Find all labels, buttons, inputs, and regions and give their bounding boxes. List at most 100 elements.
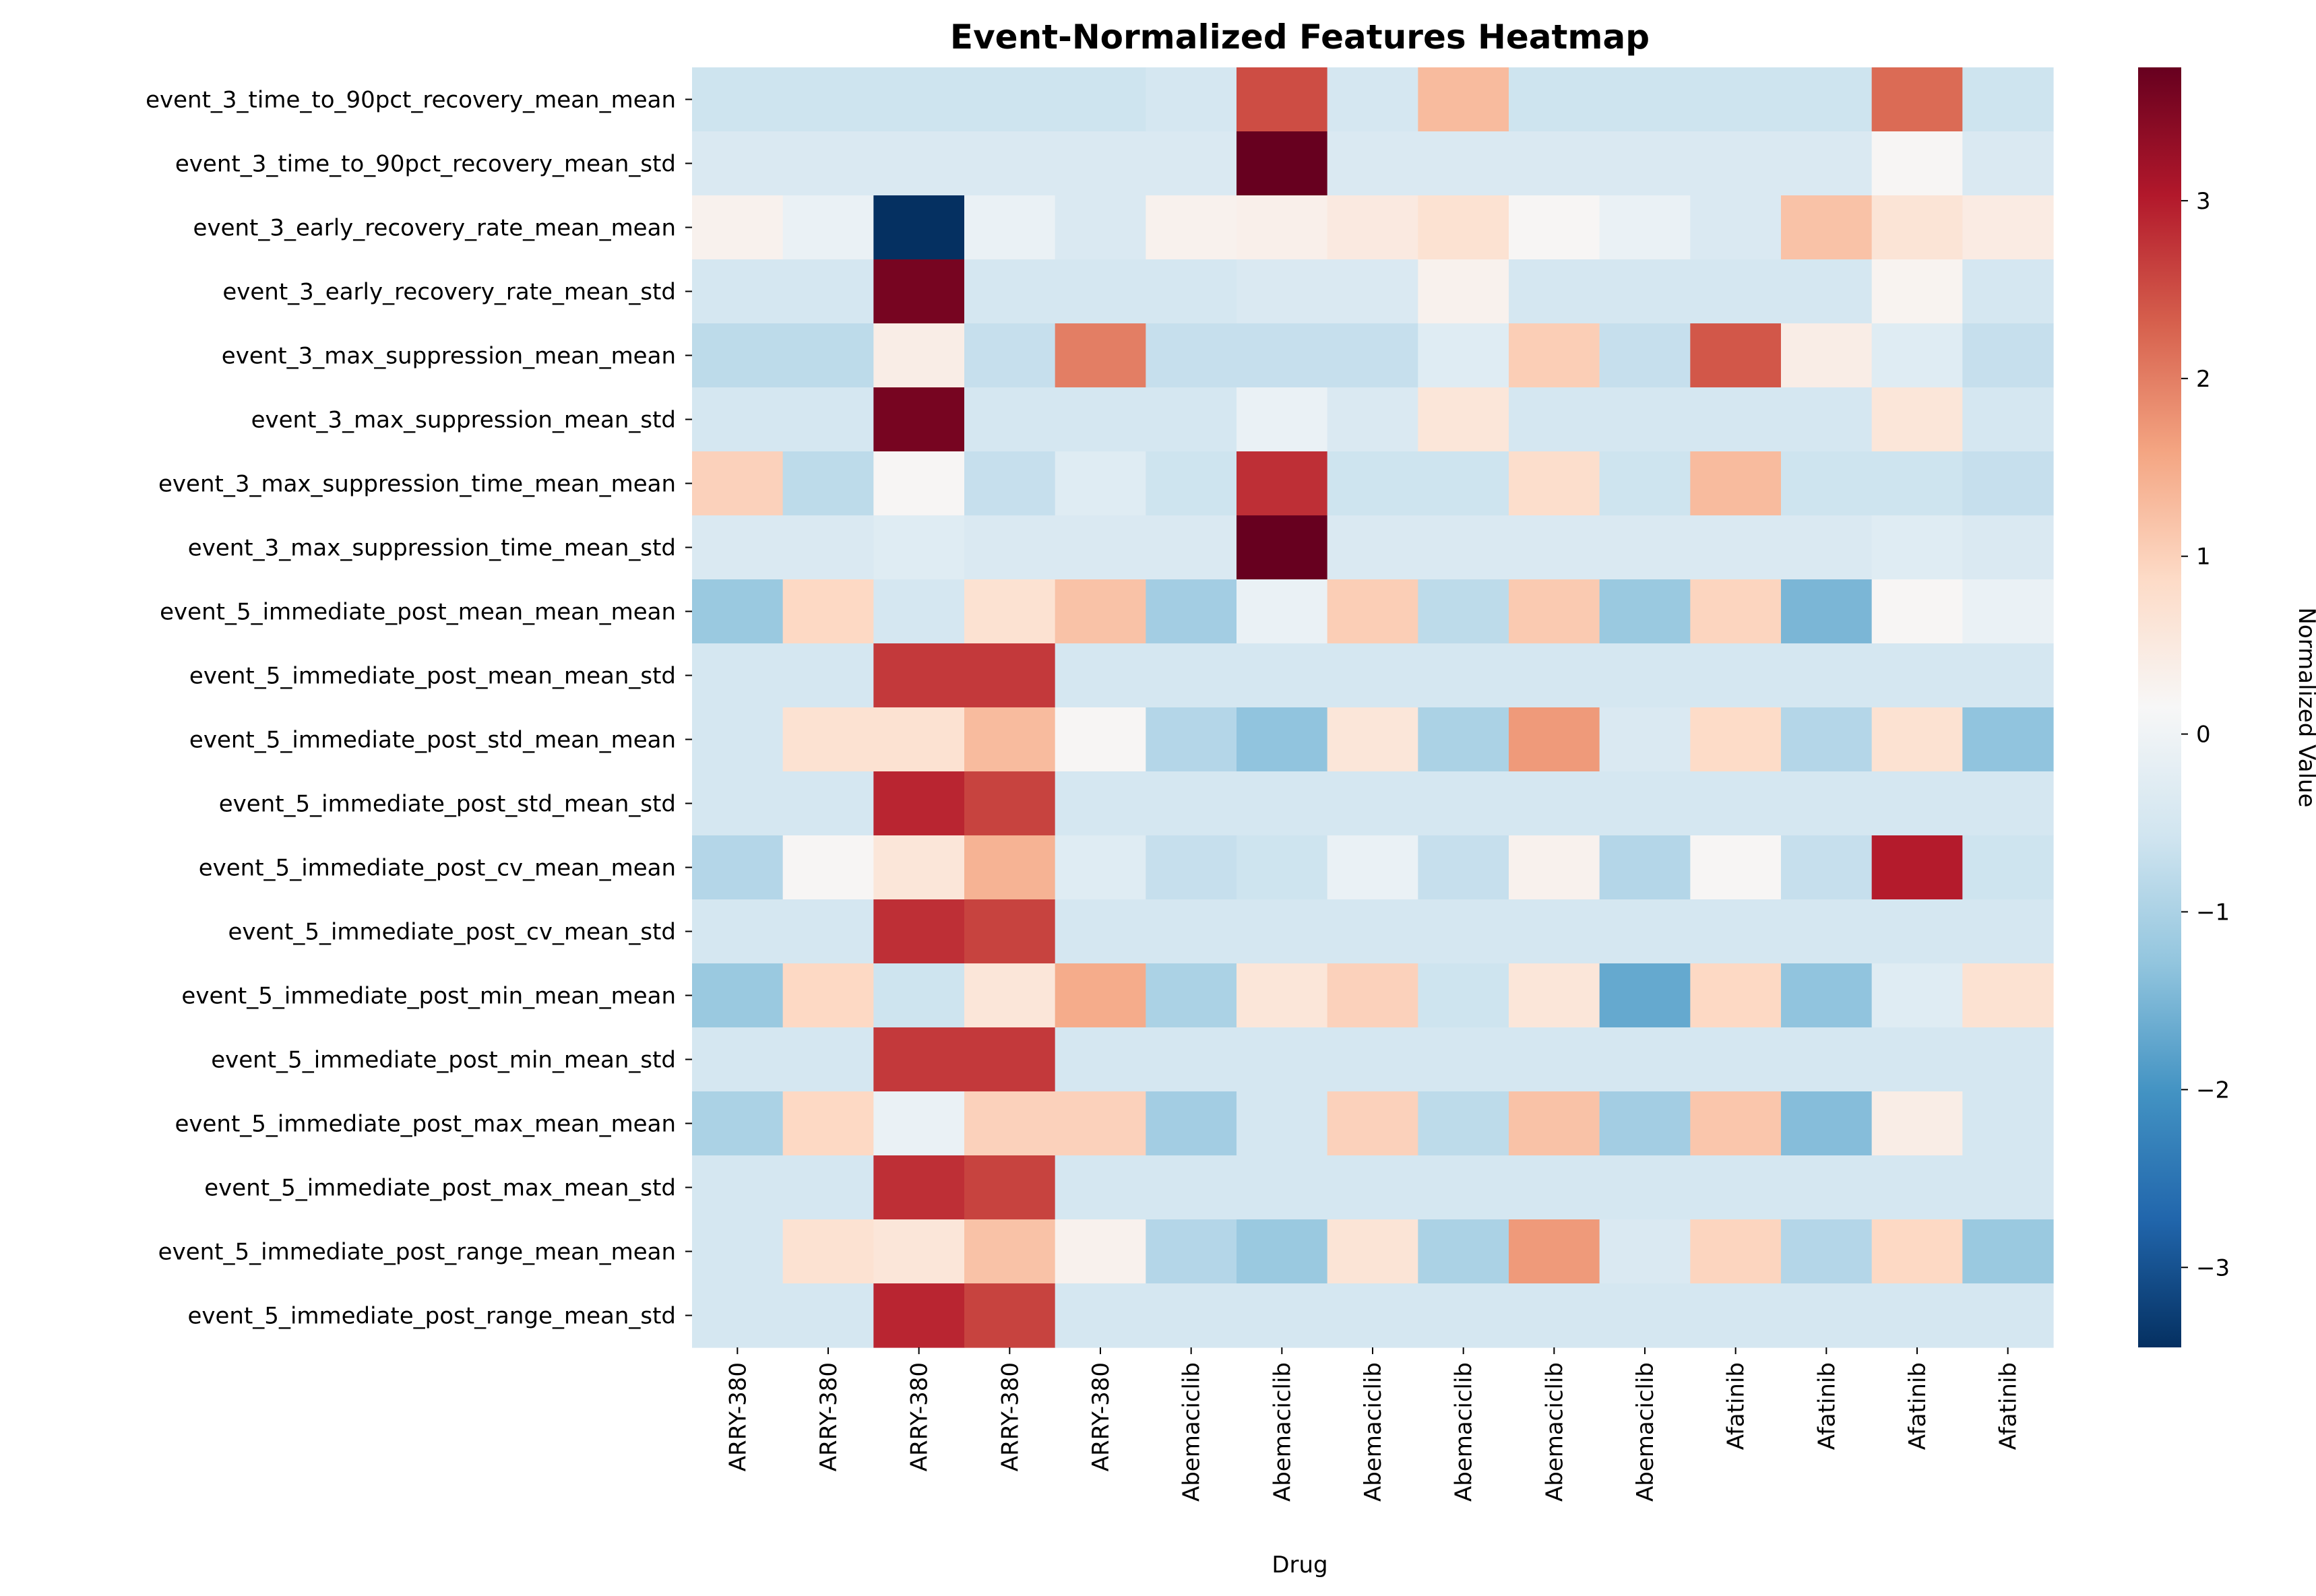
heatmap-cell (1962, 67, 2054, 132)
heatmap-cell (1781, 1283, 1873, 1348)
heatmap-cell (1781, 131, 1873, 196)
heatmap-cell (964, 387, 1056, 452)
colorbar-tick-label: 1 (2196, 544, 2211, 571)
heatmap-cell (873, 1155, 965, 1220)
heatmap-cell (1237, 771, 1328, 836)
heatmap-cell (1327, 451, 1418, 516)
heatmap-cell (1055, 1155, 1146, 1220)
heatmap-cell (1146, 1155, 1237, 1220)
heatmap-cell (964, 195, 1056, 260)
heatmap-cell (1327, 707, 1418, 772)
heatmap-cell (1327, 835, 1418, 900)
heatmap-cell (1690, 963, 1782, 1028)
heatmap-cell (964, 323, 1056, 388)
heatmap-cell (1690, 515, 1782, 580)
heatmap-cell (1055, 835, 1146, 900)
heatmap-cell (1055, 899, 1146, 964)
heatmap-cell (1146, 899, 1237, 964)
heatmap-cell (1146, 643, 1237, 708)
heatmap-cell (1690, 131, 1782, 196)
heatmap-cell (1781, 195, 1873, 260)
heatmap-cell (692, 771, 784, 836)
heatmap-cell (1509, 771, 1600, 836)
heatmap-cell (1690, 451, 1782, 516)
heatmap-cell (782, 1155, 874, 1220)
heatmap-cell (1327, 515, 1418, 580)
heatmap-cell (1418, 195, 1509, 260)
heatmap-cell (1781, 1155, 1873, 1220)
heatmap-cell (964, 643, 1056, 708)
heatmap-cell (1599, 1027, 1691, 1092)
heatmap-cell (1237, 1155, 1328, 1220)
x-tick-label: ARRY-380 (724, 1362, 751, 1471)
heatmap-cell (692, 835, 784, 900)
heatmap-cell (1055, 963, 1146, 1028)
heatmap-cell (1690, 643, 1782, 708)
heatmap-cell (1146, 131, 1237, 196)
heatmap-cell (1509, 131, 1600, 196)
heatmap-cell (1690, 579, 1782, 644)
heatmap-cell (1690, 1155, 1782, 1220)
heatmap-cell (1962, 259, 2054, 324)
heatmap-cell (1327, 1283, 1418, 1348)
heatmap-cell (692, 451, 784, 516)
heatmap-cell (1962, 1091, 2054, 1156)
heatmap-cell (1690, 1219, 1782, 1284)
y-tick-label: event_3_early_recovery_rate_mean_mean (193, 215, 676, 242)
heatmap-cell (1509, 451, 1600, 516)
heatmap-cell (1418, 1091, 1509, 1156)
heatmap-cell (964, 1155, 1056, 1220)
heatmap-cell (1327, 1027, 1418, 1092)
heatmap-cell (964, 1283, 1056, 1348)
y-tick-label: event_5_immediate_post_max_mean_std (204, 1175, 676, 1202)
heatmap-cell (1146, 771, 1237, 836)
heatmap-cell (873, 643, 965, 708)
heatmap-cell (1327, 387, 1418, 452)
heatmap-cell (1599, 515, 1691, 580)
heatmap-cell (873, 771, 965, 836)
heatmap-cell (1690, 707, 1782, 772)
y-tick-label: event_5_immediate_post_min_mean_mean (181, 983, 676, 1010)
heatmap-cell (1599, 387, 1691, 452)
colorbar-ticks: −3 −2 −1 0 1 2 3 (2181, 188, 2230, 1281)
heatmap-cell (1237, 899, 1328, 964)
heatmap-cell (1055, 643, 1146, 708)
heatmap-cell (1055, 259, 1146, 324)
heatmap-cell (964, 1091, 1056, 1156)
heatmap-cell (1146, 1027, 1237, 1092)
heatmap-cell (1327, 259, 1418, 324)
heatmap-cell (1418, 515, 1509, 580)
heatmap-cell (1962, 963, 2054, 1028)
heatmap-cell (873, 1027, 965, 1092)
heatmap-cell (873, 835, 965, 900)
y-tick-label: event_5_immediate_post_max_mean_mean (175, 1111, 676, 1138)
heatmap-cell (1871, 259, 1963, 324)
heatmap-cell (1509, 195, 1600, 260)
heatmap-cell (782, 451, 874, 516)
heatmap-cell (1055, 131, 1146, 196)
x-tick-labels: ARRY-380 ARRY-380 ARRY-380 ARRY-380 ARRY-380… (724, 1347, 2022, 1502)
heatmap-cell (1237, 451, 1328, 516)
heatmap-cell (692, 1091, 784, 1156)
heatmap-cell (692, 259, 784, 324)
heatmap-cell (1509, 707, 1600, 772)
heatmap-cell (873, 67, 965, 132)
heatmap-cell (1418, 1155, 1509, 1220)
x-axis-label: Drug (1272, 1552, 1327, 1578)
heatmap-cell (1599, 259, 1691, 324)
heatmap-cell (782, 963, 874, 1028)
x-tick-label: Afatinib (1904, 1362, 1931, 1450)
heatmap-cell (1781, 387, 1873, 452)
heatmap-cell (1237, 707, 1328, 772)
heatmap-cell (1871, 899, 1963, 964)
heatmap-cell (1962, 1155, 2054, 1220)
heatmap-cell (1599, 1091, 1691, 1156)
heatmap-cell (782, 387, 874, 452)
y-tick-label: event_3_time_to_90pct_recovery_mean_std (175, 151, 676, 178)
heatmap-cell (1146, 387, 1237, 452)
heatmap-cell (1871, 195, 1963, 260)
heatmap-cell (964, 579, 1056, 644)
heatmap-cell (1237, 835, 1328, 900)
y-tick-label: event_3_max_suppression_mean_mean (222, 343, 676, 370)
heatmap-cell (1146, 963, 1237, 1028)
